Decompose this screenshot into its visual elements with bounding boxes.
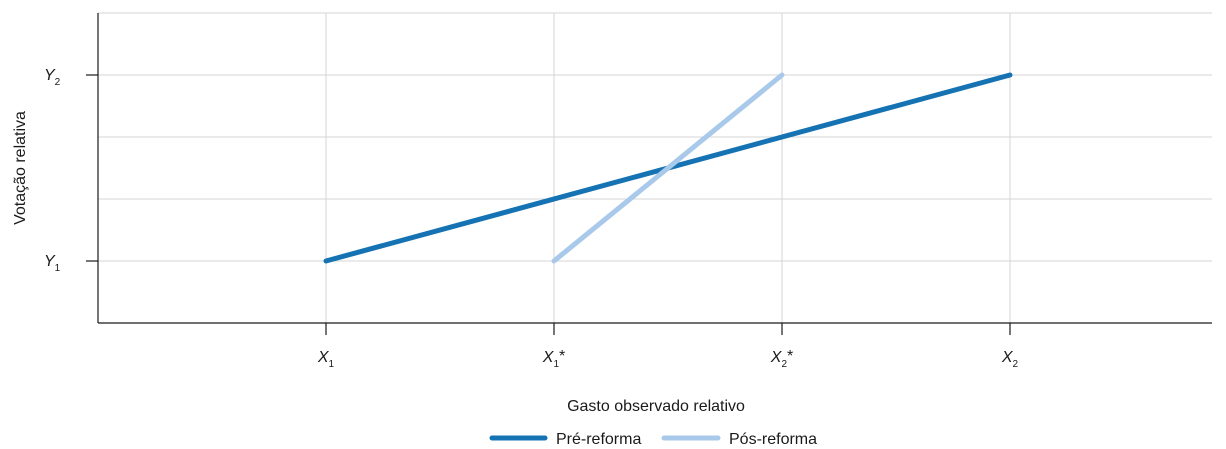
series bbox=[323, 72, 1013, 264]
legend: Pré-reforma Pós-reforma bbox=[489, 431, 817, 448]
series-line bbox=[551, 72, 785, 264]
x-tick-label: X1* bbox=[542, 348, 565, 370]
axes bbox=[97, 13, 1212, 324]
legend-label: Pré-reforma bbox=[556, 431, 641, 448]
gridlines bbox=[98, 12, 1212, 323]
x-tick-label: X2 bbox=[1001, 349, 1019, 370]
y-axis-title: Votação relativa bbox=[12, 111, 29, 225]
y-tick-label: Y2 bbox=[44, 67, 61, 88]
y-tick-label: Y1 bbox=[44, 253, 61, 274]
x-axis-title: Gasto observado relativo bbox=[567, 398, 745, 415]
x-tick-label: X1 bbox=[317, 349, 335, 370]
legend-label: Pós-reforma bbox=[729, 431, 817, 448]
x-tick-label: X2* bbox=[770, 348, 793, 370]
ticks: X1 X1* X2* X2 Y1 Y2 bbox=[44, 67, 1019, 370]
